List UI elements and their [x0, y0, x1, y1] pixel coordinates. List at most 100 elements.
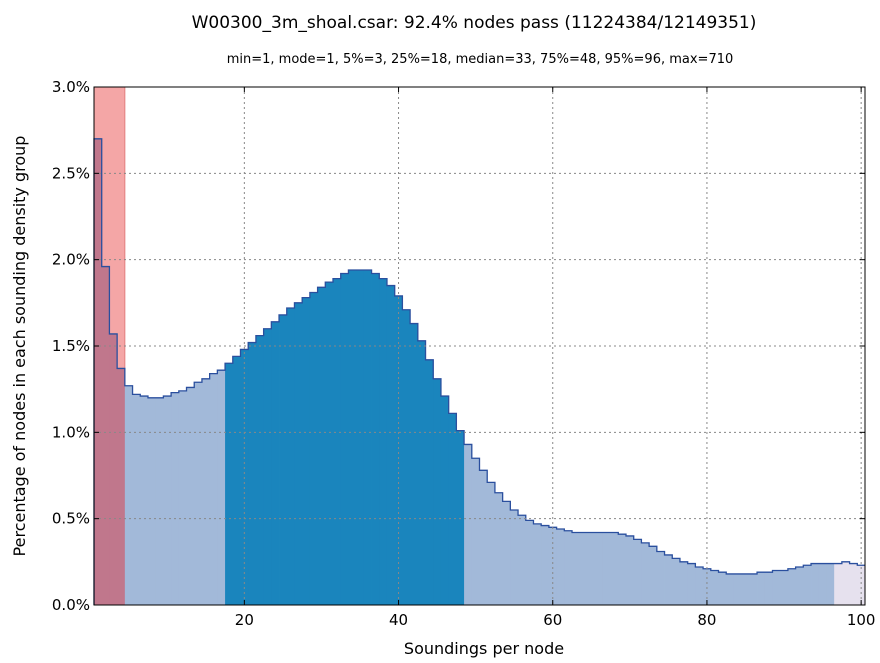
histogram-outline [93, 138, 865, 605]
chart-title: W00300_3m_shoal.csar: 92.4% nodes pass (… [192, 13, 757, 33]
histogram-bar [271, 321, 280, 605]
histogram-bar [163, 396, 172, 605]
histogram-bar [433, 378, 442, 605]
y-tick-label: 0.5% [52, 510, 90, 528]
histogram-bar [317, 287, 326, 605]
y-tick-label: 3.0% [52, 78, 90, 96]
histogram-bar [325, 282, 334, 605]
axis-ticks: 20 40 60 80 100 0.0% 0.5% 1.0% 1.5% 2.0% 2.5% 3.0% [52, 78, 876, 629]
plot-area [93, 86, 866, 606]
histogram-bar [818, 563, 827, 605]
histogram-bar [201, 378, 211, 605]
histogram-bar [479, 470, 488, 605]
grid [94, 87, 865, 605]
histogram-bar [263, 328, 272, 605]
histogram-bar [279, 314, 288, 605]
histogram-bar [417, 340, 426, 605]
histogram-bar [510, 510, 519, 605]
histogram-bar [695, 567, 704, 605]
histogram-bar [625, 535, 635, 605]
histogram-bar [679, 561, 689, 605]
histogram-bar [602, 532, 611, 605]
histogram-bar [487, 482, 496, 605]
y-tick-label: 0.0% [52, 596, 90, 614]
histogram-bar [194, 382, 203, 605]
histogram-bar [371, 273, 380, 605]
histogram-bar [834, 563, 843, 605]
x-tick-label: 60 [543, 611, 562, 629]
histogram-bar [525, 520, 534, 605]
histogram-bar [255, 335, 265, 605]
histogram-bar [348, 270, 357, 605]
histogram-bar [386, 285, 396, 605]
histogram-bar [556, 529, 565, 605]
histogram-bar [687, 563, 696, 605]
histogram-bar [841, 561, 850, 605]
histogram-bar [178, 390, 187, 605]
histogram-bar [787, 568, 797, 605]
histogram-bar [440, 396, 450, 605]
histogram-bar [101, 266, 110, 605]
y-tick-label: 2.5% [52, 164, 90, 182]
y-axis-label: Percentage of nodes in each sounding den… [10, 136, 29, 557]
histogram-bar [286, 308, 295, 605]
histogram-bar [826, 563, 835, 605]
histogram-bar [186, 387, 195, 605]
histogram-bar [780, 570, 789, 605]
histogram-bar [379, 278, 388, 605]
histogram-bar [610, 532, 619, 605]
histogram-bar [448, 413, 457, 605]
histogram-bar [564, 530, 573, 605]
histogram-bar [541, 525, 550, 605]
histogram-bar [764, 572, 773, 605]
x-tick-label: 80 [697, 611, 716, 629]
histogram-bar [425, 359, 434, 605]
chart-subtitle: min=1, mode=1, 5%=3, 25%=18, median=33, … [227, 52, 734, 67]
histogram-bar [363, 270, 372, 605]
histogram-bar [548, 527, 557, 605]
histogram-bar [518, 515, 527, 605]
x-tick-label: 40 [389, 611, 408, 629]
histogram-bar [309, 292, 318, 605]
histogram-bar [464, 444, 473, 605]
histogram-bar [726, 573, 735, 605]
histogram-bar [618, 534, 627, 605]
y-tick-label: 1.5% [52, 337, 90, 355]
histogram-bar [171, 392, 180, 605]
histogram-bar [803, 565, 812, 605]
histogram-bar [664, 554, 673, 605]
histogram-bar [248, 342, 257, 605]
histogram-bar [849, 563, 858, 605]
histogram-bar [502, 501, 511, 605]
histogram-bar [772, 570, 781, 605]
plot-frame [93, 86, 866, 606]
histogram-bar [857, 565, 866, 605]
y-tick-label: 2.0% [52, 251, 90, 269]
histogram-bar [718, 572, 727, 605]
histogram-bar [209, 373, 218, 605]
histogram-bar [703, 568, 712, 605]
x-axis-label: Soundings per node [404, 639, 564, 658]
histogram-bar [494, 492, 504, 605]
histogram-bar [633, 539, 642, 605]
histogram-bar [217, 370, 226, 605]
histogram-bar [595, 532, 604, 605]
x-tick-label: 20 [235, 611, 254, 629]
histogram-bar [294, 302, 303, 605]
histogram-bar [356, 270, 365, 605]
histogram-bar [656, 551, 665, 605]
histogram-bar [155, 397, 164, 605]
histogram-bar [402, 309, 411, 605]
histogram-bar [757, 572, 766, 605]
histogram-bar [117, 368, 126, 605]
histogram-bar [649, 546, 658, 605]
histogram-bar [672, 558, 681, 605]
histogram-bar [394, 295, 403, 605]
histogram-bar [410, 323, 419, 605]
histogram-bar [811, 563, 820, 605]
histogram-bar [795, 567, 804, 605]
histogram-bar [572, 532, 581, 605]
histogram-bar [456, 430, 465, 605]
